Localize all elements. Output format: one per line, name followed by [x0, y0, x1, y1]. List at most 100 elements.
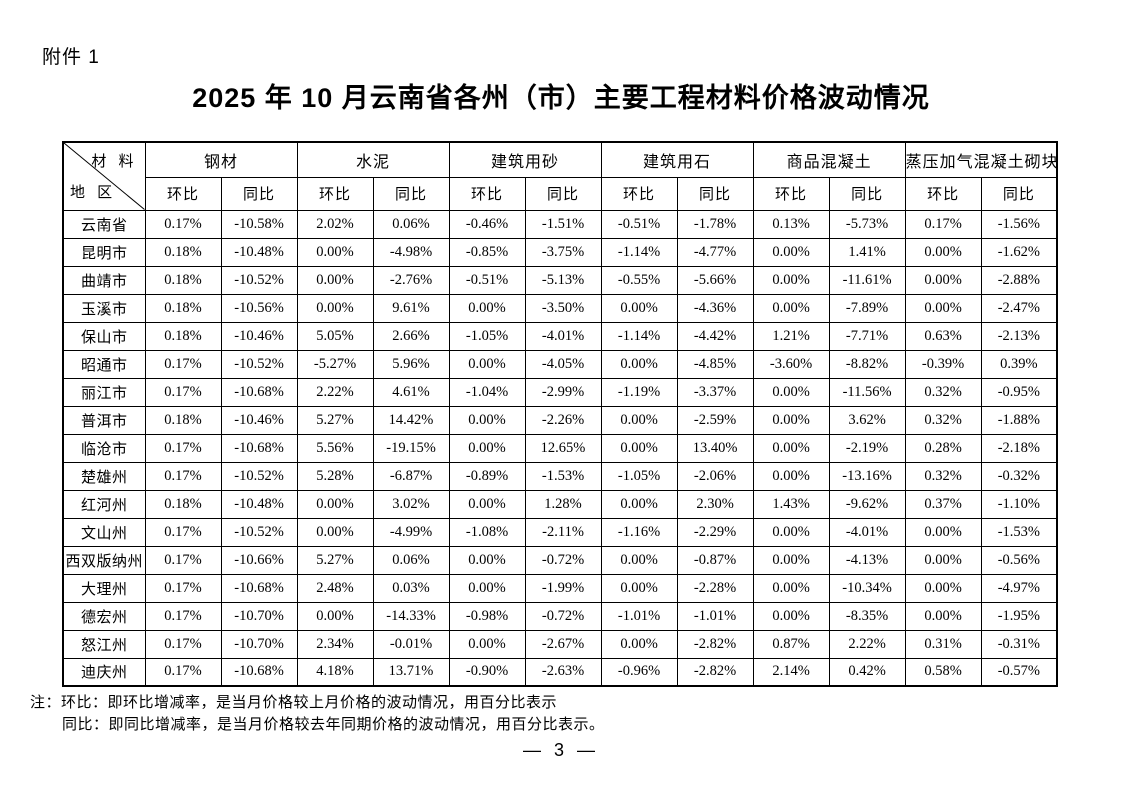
value-cell: -4.05% [524, 349, 602, 379]
value-cell: -10.52% [220, 461, 298, 491]
page-title: 2025 年 10 月云南省各州（市）主要工程材料价格波动情况 [192, 83, 930, 113]
value-cell: 0.17% [144, 433, 222, 463]
table-row: 西双版纳州 0.17% -10.66% 5.27% 0.06% 0.00% -0.72% 0.… [62, 545, 1058, 575]
value-cell: -2.67% [524, 629, 602, 659]
value-cell: -0.32% [980, 461, 1058, 491]
value-cell: 2.02% [296, 209, 374, 239]
value-cell: -4.13% [828, 545, 906, 575]
value-cell: -1.56% [980, 209, 1058, 239]
value-cell: -0.87% [676, 545, 754, 575]
value-cell: -10.68% [220, 377, 298, 407]
value-cell: 0.00% [296, 601, 374, 631]
subheader-yoy: 同比 [220, 176, 298, 211]
value-cell: -10.68% [220, 657, 298, 687]
value-cell: 0.17% [144, 545, 222, 575]
value-cell: -0.46% [448, 209, 526, 239]
value-cell: 5.56% [296, 433, 374, 463]
value-cell: 1.21% [752, 321, 830, 351]
value-cell: -10.70% [220, 629, 298, 659]
value-cell: 0.00% [600, 293, 678, 323]
value-cell: -2.63% [524, 657, 602, 687]
value-cell: 3.62% [828, 405, 906, 435]
value-cell: 0.00% [448, 293, 526, 323]
value-cell: 4.61% [372, 377, 450, 407]
value-cell: -1.01% [600, 601, 678, 631]
region-cell: 怒江州 [62, 629, 146, 659]
subheader-yoy: 同比 [676, 176, 754, 211]
footnote-yoy: 同比：即同比增减率，是当月价格较去年同期价格的波动情况，用百分比表示。 [62, 716, 605, 733]
table-row: 迪庆州 0.17% -10.68% 4.18% 13.71% -0.90% -2.63% -0… [62, 657, 1058, 687]
value-cell: 0.00% [448, 405, 526, 435]
corner-header-cell: 材 料 地 区 [62, 141, 146, 211]
value-cell: -7.71% [828, 321, 906, 351]
value-cell: -10.68% [220, 573, 298, 603]
value-cell: 0.17% [904, 209, 982, 239]
value-cell: -0.51% [448, 265, 526, 295]
value-cell: -0.31% [980, 629, 1058, 659]
subheader-yoy: 同比 [980, 176, 1058, 211]
table-row: 丽江市 0.17% -10.68% 2.22% 4.61% -1.04% -2.99% -1.… [62, 377, 1058, 407]
material-header-cement: 水泥 [296, 141, 450, 178]
value-cell: -1.05% [448, 321, 526, 351]
corner-label-material: 材 料 [91, 153, 138, 170]
value-cell: -1.78% [676, 209, 754, 239]
value-cell: -5.73% [828, 209, 906, 239]
value-cell: -1.62% [980, 237, 1058, 267]
value-cell: -0.39% [904, 349, 982, 379]
material-header-stone: 建筑用石 [600, 141, 754, 178]
value-cell: 13.40% [676, 433, 754, 463]
value-cell: 5.05% [296, 321, 374, 351]
value-cell: 0.32% [904, 377, 982, 407]
value-cell: -10.58% [220, 209, 298, 239]
value-cell: -10.52% [220, 349, 298, 379]
value-cell: 0.00% [752, 461, 830, 491]
value-cell: -4.36% [676, 293, 754, 323]
value-cell: -2.82% [676, 657, 754, 687]
value-cell: 2.22% [828, 629, 906, 659]
value-cell: 0.58% [904, 657, 982, 687]
value-cell: -5.13% [524, 265, 602, 295]
value-cell: 0.00% [448, 433, 526, 463]
value-cell: -8.35% [828, 601, 906, 631]
region-cell: 曲靖市 [62, 265, 146, 295]
value-cell: -0.90% [448, 657, 526, 687]
value-cell: 0.00% [600, 433, 678, 463]
value-cell: -2.11% [524, 517, 602, 547]
value-cell: -11.61% [828, 265, 906, 295]
value-cell: -10.34% [828, 573, 906, 603]
value-cell: 1.41% [828, 237, 906, 267]
value-cell: -2.82% [676, 629, 754, 659]
table-row: 昆明市 0.18% -10.48% 0.00% -4.98% -0.85% -3.75% -1… [62, 237, 1058, 267]
value-cell: 0.00% [904, 573, 982, 603]
value-cell: 0.00% [448, 489, 526, 519]
value-cell: 9.61% [372, 293, 450, 323]
value-cell: -1.01% [676, 601, 754, 631]
value-cell: 0.17% [144, 573, 222, 603]
value-cell: 0.06% [372, 545, 450, 575]
value-cell: -4.01% [524, 321, 602, 351]
value-cell: 0.00% [752, 601, 830, 631]
value-cell: -10.66% [220, 545, 298, 575]
value-cell: 0.00% [600, 349, 678, 379]
value-cell: -4.85% [676, 349, 754, 379]
value-cell: -14.33% [372, 601, 450, 631]
value-cell: 0.00% [904, 545, 982, 575]
value-cell: -10.52% [220, 517, 298, 547]
value-cell: -1.53% [980, 517, 1058, 547]
value-cell: 4.18% [296, 657, 374, 687]
value-cell: -1.53% [524, 461, 602, 491]
attachment-label: 附件 1 [42, 47, 100, 68]
subheader-mom: 环比 [904, 176, 982, 211]
value-cell: 0.17% [144, 517, 222, 547]
table-row: 文山州 0.17% -10.52% 0.00% -4.99% -1.08% -2.11% -1… [62, 517, 1058, 547]
value-cell: 0.00% [448, 573, 526, 603]
sub-header-row: 环比 同比 环比 同比 环比 同比 环比 同比 环比 同比 环比 同比 [63, 176, 1058, 211]
value-cell: 0.00% [600, 545, 678, 575]
value-cell: 0.00% [600, 489, 678, 519]
value-cell: -2.28% [676, 573, 754, 603]
value-cell: 2.14% [752, 657, 830, 687]
value-cell: 0.00% [296, 489, 374, 519]
value-cell: 0.00% [752, 237, 830, 267]
value-cell: -2.19% [828, 433, 906, 463]
value-cell: 0.00% [448, 545, 526, 575]
